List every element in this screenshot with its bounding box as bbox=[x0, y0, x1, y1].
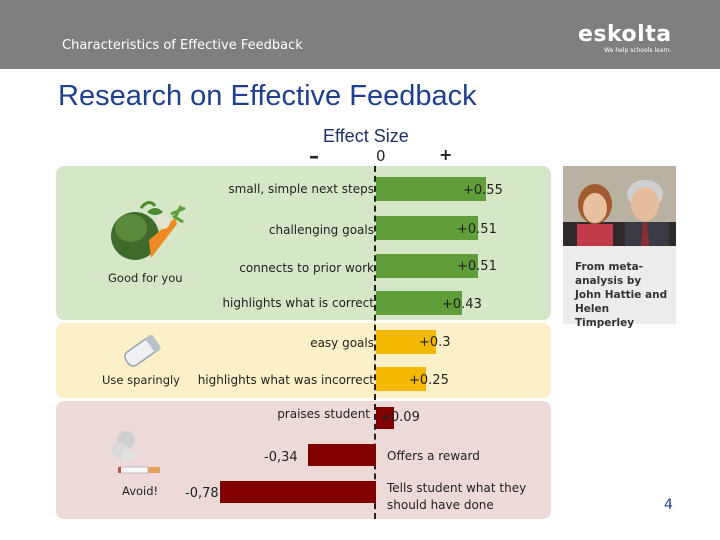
bar-highlights-what-was-incorrect bbox=[376, 367, 426, 391]
researchers-image bbox=[563, 166, 676, 246]
value-label: -0,34 bbox=[264, 450, 298, 465]
value-label: -0,78 bbox=[185, 486, 219, 501]
category-label: Tells student what they should have done bbox=[387, 481, 527, 512]
value-label: +0.51 bbox=[457, 222, 497, 237]
bar-offers-a-reward bbox=[308, 444, 376, 466]
category-label: small, simple next steps bbox=[228, 182, 374, 196]
axis-negative-marker: – bbox=[309, 144, 319, 168]
vegetables-icon bbox=[111, 201, 186, 260]
category-label: praises student bbox=[277, 407, 370, 421]
band-bad-label: Avoid! bbox=[122, 484, 159, 498]
zero-line bbox=[374, 166, 376, 519]
researchers-photo: From meta-analysis by John Hattie and He… bbox=[563, 166, 676, 329]
eskolta-logo: eskolta We help schools learn. bbox=[578, 22, 672, 55]
value-label: +0.3 bbox=[419, 335, 451, 350]
bar-connects-to-prior-work bbox=[376, 254, 478, 278]
bar-highlights-what-is-correct bbox=[376, 291, 462, 315]
value-label: +0.55 bbox=[463, 183, 503, 198]
bar-tells-student bbox=[220, 481, 376, 503]
band-caution-label: Use sparingly bbox=[102, 373, 180, 387]
category-label: challenging goals bbox=[268, 223, 374, 237]
salt-shaker-icon bbox=[124, 334, 161, 367]
category-label: highlights what is correct bbox=[222, 296, 374, 310]
logo-name: eskolta bbox=[578, 22, 672, 47]
header-bar: Characteristics of Effective Feedback es… bbox=[0, 0, 720, 69]
chart-title: Effect Size bbox=[323, 126, 409, 146]
category-label: highlights what was incorrect bbox=[197, 373, 374, 387]
page-number: 4 bbox=[664, 497, 673, 513]
value-label: +0.43 bbox=[442, 297, 482, 312]
logo-tagline: We help schools learn. bbox=[604, 47, 672, 54]
bar-praises-student bbox=[376, 407, 394, 429]
category-label: easy goals bbox=[310, 336, 374, 350]
axis-positive-marker: + bbox=[439, 145, 453, 164]
bar-easy-goals bbox=[376, 330, 436, 354]
bar-challenging-goals bbox=[376, 216, 478, 240]
category-label: Offers a reward bbox=[387, 449, 480, 463]
value-label: +0.25 bbox=[409, 373, 449, 388]
value-label: +0.51 bbox=[457, 259, 497, 274]
axis-zero-marker: 0 bbox=[376, 147, 386, 165]
cigarette-icon bbox=[112, 431, 160, 474]
researchers-caption: From meta-analysis by John Hattie and He… bbox=[575, 261, 668, 329]
slide-title: Research on Effective Feedback bbox=[58, 80, 477, 112]
bar-small-simple-next-steps bbox=[376, 177, 486, 201]
value-label: +0.09 bbox=[380, 410, 420, 425]
band-good-label: Good for you bbox=[108, 271, 183, 285]
header-title: Characteristics of Effective Feedback bbox=[62, 38, 303, 53]
category-label: connects to prior work bbox=[239, 261, 374, 275]
